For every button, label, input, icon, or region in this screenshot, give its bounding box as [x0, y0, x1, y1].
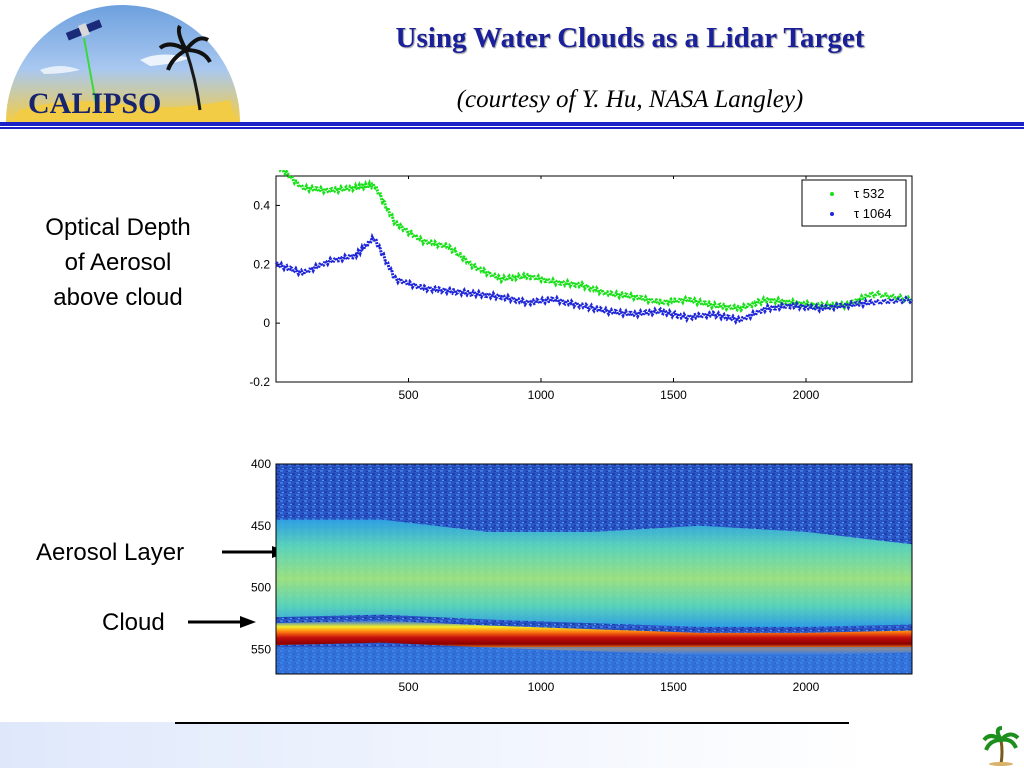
y-tick-label: 450: [251, 519, 271, 533]
x-tick-label: 1000: [528, 388, 555, 402]
x-tick-label: 2000: [793, 388, 820, 402]
x-tick-label: 500: [398, 680, 418, 694]
header-rule: [0, 122, 1024, 129]
cloud-band: [276, 620, 912, 655]
plot-frame: [275, 175, 913, 383]
calipso-logo: CALIPSO: [6, 5, 240, 122]
cloud-label: Cloud: [102, 609, 165, 636]
legend-label: τ 532: [854, 186, 884, 201]
slide-title: Using Water Clouds as a Lidar Target: [395, 22, 865, 54]
aerosol-layer-label: Aerosol Layer: [36, 539, 185, 566]
footer-gradient: [0, 722, 1024, 768]
aerosol-layer-band: [276, 519, 912, 627]
x-tick-label: 1000: [528, 680, 555, 694]
optical-depth-line-1: Optical Depth: [45, 214, 191, 241]
optical-depth-line-3: above cloud: [53, 284, 183, 311]
legend-marker: [830, 192, 834, 196]
palm-tree-icon: [982, 726, 1020, 766]
x-tick-label: 1500: [660, 388, 687, 402]
y-tick-label: 400: [251, 457, 271, 471]
slide-subtitle: (courtesy of Y. Hu, NASA Langley): [456, 86, 804, 113]
legend-box: [801, 179, 907, 227]
backscatter-heatmap: 400 450 500 550 500 1000 1500 2000: [251, 457, 913, 694]
arrow-right-icon: [188, 616, 256, 628]
legend-label: τ 1064: [854, 206, 892, 221]
logo-text: CALIPSO: [28, 87, 161, 120]
y-tick-label: -0.2: [249, 375, 270, 389]
y-tick-label: 0.4: [253, 198, 270, 212]
legend-marker: [830, 212, 834, 216]
optical-depth-chart: 0.4 0.2 0 -0.2 500 1000 1500 2000 τ 532 τ 1064: [249, 170, 914, 402]
series-line-1064: [274, 232, 914, 326]
below-cloud-region: [276, 647, 912, 674]
optical-depth-line-2: of Aerosol: [64, 249, 172, 276]
x-tick-label: 500: [398, 388, 418, 402]
y-tick-label: 0: [263, 316, 270, 330]
x-tick-label: 1500: [660, 680, 687, 694]
series-line-532: [278, 170, 913, 314]
y-tick-label: 500: [251, 581, 271, 595]
y-tick-label: 0.2: [253, 257, 270, 271]
footer-rule: [175, 722, 849, 724]
optical-depth-label: Optical Depth of Aerosol above cloud: [18, 210, 218, 315]
y-tick-label: 550: [251, 642, 271, 656]
heatmap-frame: [275, 463, 913, 675]
x-tick-label: 2000: [793, 680, 820, 694]
